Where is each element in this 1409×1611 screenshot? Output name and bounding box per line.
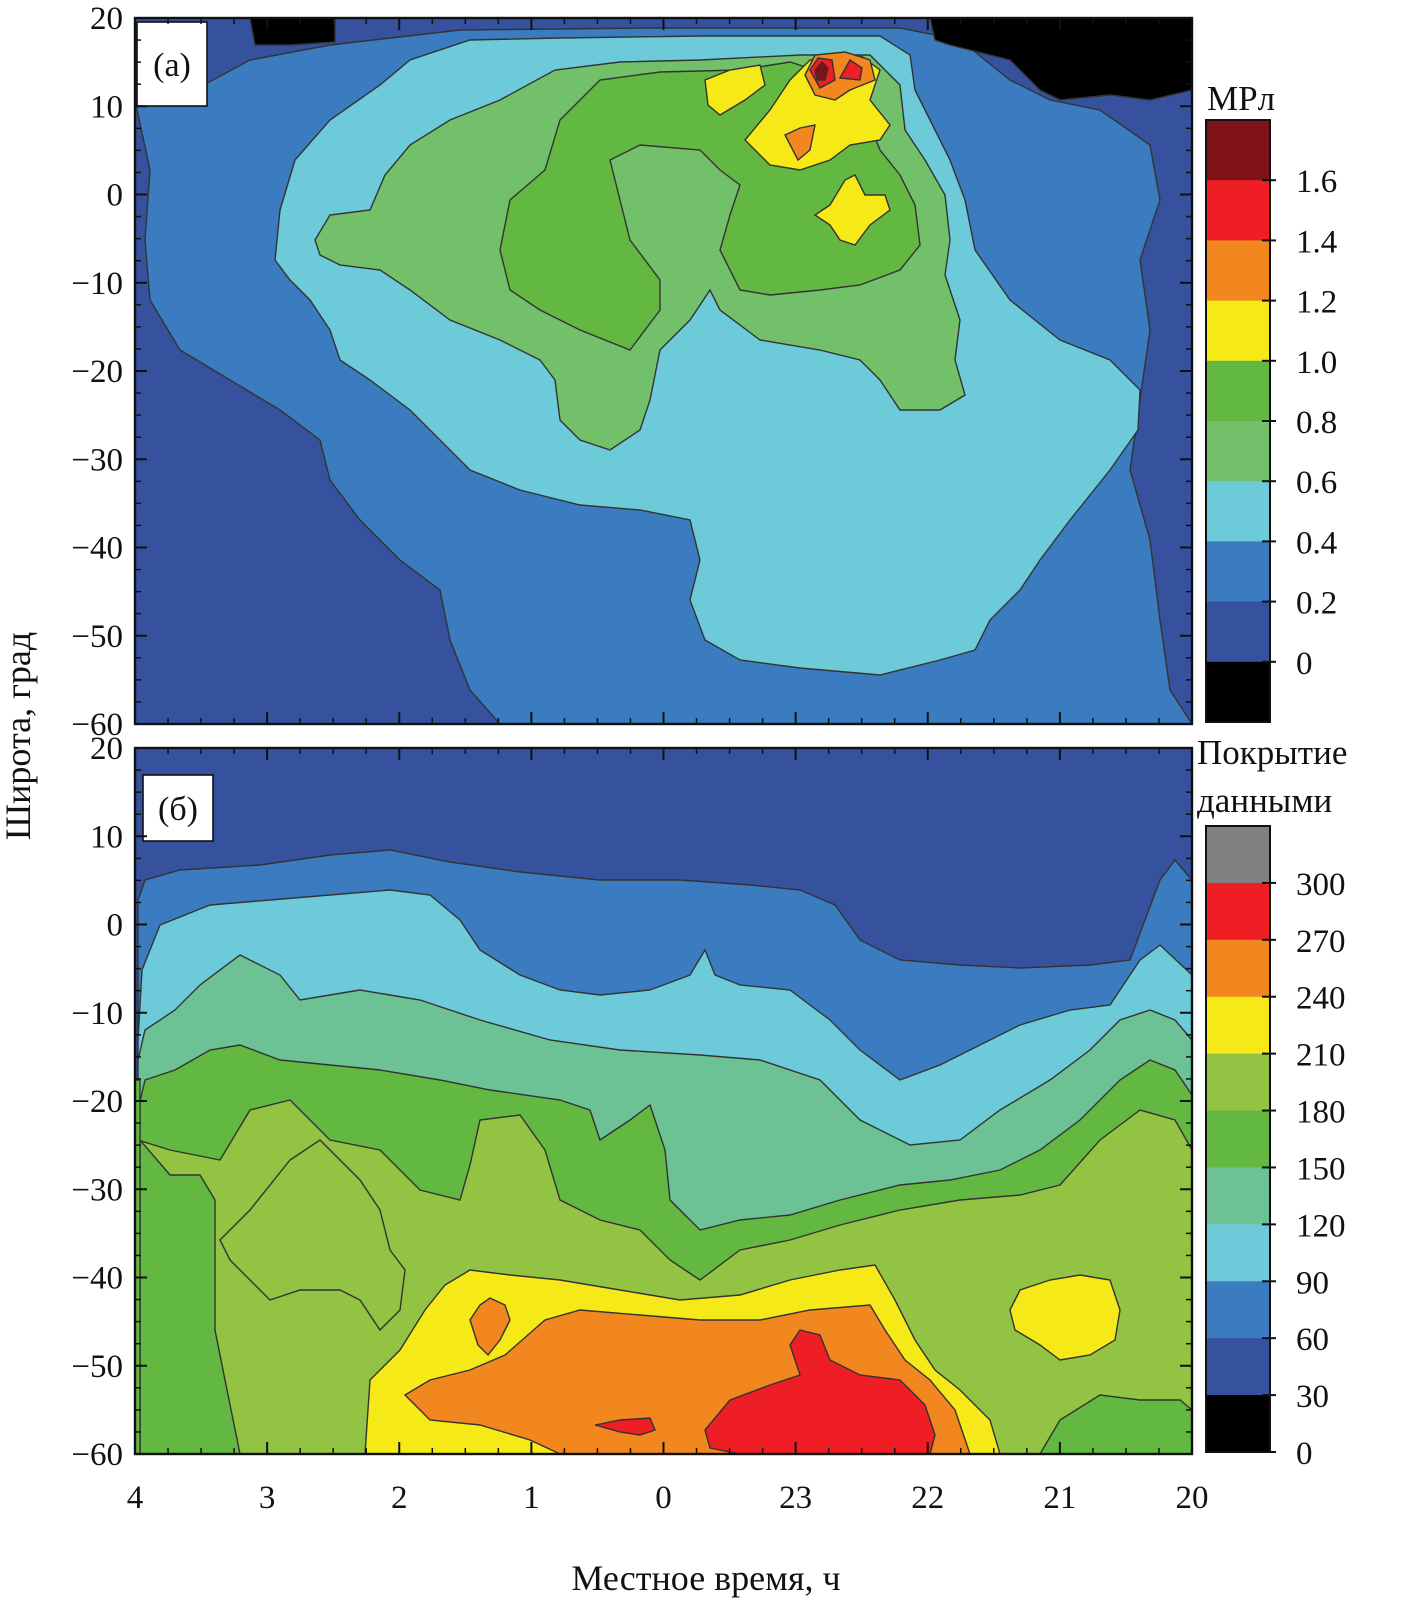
x-axis-title: Местное время, ч [571, 1558, 840, 1598]
y-tick-label: −50 [71, 1349, 123, 1385]
y-tick-label: 0 [107, 908, 124, 944]
panel-b-region-210-240-b [1009, 1274, 1121, 1361]
colorbar-b-title-line1: Покрытие [1197, 733, 1347, 772]
panel-b-region-270-300-b [594, 1417, 656, 1436]
colorbar-b-label: 60 [1296, 1322, 1329, 1358]
colorbar-b-label: 90 [1296, 1265, 1329, 1301]
colorbar-b-swatch [1206, 996, 1270, 1055]
x-tick-label: 4 [127, 1480, 144, 1516]
panel-b-region-180-210-c [219, 1139, 406, 1332]
colorbar-b-swatch [1206, 1110, 1270, 1168]
colorbar-b-title-line2: данными [1197, 781, 1332, 820]
y-tick-label: −60 [71, 1437, 123, 1473]
colorbar-b-label: 0 [1296, 1436, 1313, 1472]
panel-b-region-no-data-edge [135, 1079, 141, 1454]
x-tick-label: 2 [391, 1480, 408, 1516]
axes: 20100−10−20−30−40−50−6020100−10−20−30−40… [71, 1, 1208, 1516]
x-tick-label: 3 [259, 1480, 276, 1516]
colorbar-a-label: 0.6 [1296, 465, 1337, 501]
colorbar-b-swatch [1206, 1053, 1270, 1112]
x-tick-label: 1 [523, 1480, 540, 1516]
x-tick-label: 21 [1043, 1480, 1076, 1516]
colorbar-b-swatch [1206, 882, 1270, 941]
y-tick-label: −40 [71, 531, 123, 567]
panel-b-tag: (б) [142, 774, 214, 842]
panel-a-region-no-data [249, 18, 1192, 101]
y-tick-label: 10 [90, 89, 123, 125]
colorbar-b-label: 180 [1296, 1095, 1346, 1131]
colorbar-a-swatch [1206, 180, 1270, 241]
panel-a-tag: (а) [136, 21, 208, 107]
panel-a-region-12-14-b [784, 124, 816, 162]
colorbar-a-swatch [1206, 601, 1270, 663]
panel-a-region-10-12-b [704, 64, 766, 116]
y-tick-label: 20 [90, 1, 123, 37]
y-tick-label: 20 [90, 731, 123, 767]
panel-b-region-180-210-b [1039, 1394, 1192, 1454]
panel-a-region-16-plus [814, 60, 829, 81]
y-tick-label: −40 [71, 1261, 123, 1297]
colorbar-b-label: 210 [1296, 1038, 1346, 1074]
colorbar-b-swatch [1206, 1281, 1270, 1339]
colorbar-a-swatch [1206, 240, 1270, 302]
colorbar-b-swatch [1206, 1395, 1270, 1453]
colorbar-b-label: 120 [1296, 1208, 1346, 1244]
colorbar-a-label: 0.8 [1296, 405, 1337, 441]
colorbar-a-swatch [1206, 300, 1270, 362]
y-tick-label: −30 [71, 1172, 123, 1208]
colorbar-a-label: 0.4 [1296, 525, 1337, 561]
panel-b-region-240-270-b [469, 1297, 511, 1357]
x-tick-label: 20 [1176, 1480, 1209, 1516]
y-tick-label: 0 [107, 178, 124, 214]
colorbar-a: 1.6 1.4 1.2 1.0 0.8 0.6 0.4 0.2 0 [1205, 119, 1337, 723]
panel-a-region-14-16-b [838, 58, 863, 81]
colorbar-b-label: 270 [1296, 924, 1346, 960]
colorbar-a-label: 1.2 [1296, 285, 1337, 321]
colorbar-b-label: 150 [1296, 1151, 1346, 1187]
colorbar-a-swatch [1206, 481, 1270, 542]
y-tick-label: −20 [71, 1084, 123, 1120]
y-tick-label: −20 [71, 354, 123, 390]
panel-b-tag-text: (б) [158, 791, 198, 828]
colorbar-b-swatch [1206, 1167, 1270, 1225]
y-tick-label: −50 [71, 619, 123, 655]
colorbar-a-swatch [1206, 421, 1270, 482]
colorbar-a-label: 0 [1296, 646, 1313, 682]
y-axis-title: Широта, град [0, 632, 38, 840]
panel-a-region-10-12-c [813, 174, 891, 246]
colorbar-a-swatch [1206, 120, 1270, 181]
x-tick-label: 0 [655, 1480, 672, 1516]
colorbar-a-swatch [1206, 541, 1270, 603]
y-tick-label: −10 [71, 266, 123, 302]
colorbar-b-frame [1205, 825, 1271, 1453]
colorbar-b-swatch [1206, 1224, 1270, 1282]
colorbar-a-swatch [1206, 661, 1270, 723]
panel-a-plot [135, 18, 1192, 724]
panel-b-region-270-300 [704, 1329, 936, 1454]
panel-b-region-180-210 [139, 1138, 241, 1454]
colorbar-a-label: 1.4 [1296, 224, 1337, 260]
colorbar-b-label: 30 [1296, 1379, 1329, 1415]
colorbar-a-label: 1.0 [1296, 345, 1337, 381]
panel-b-plot [135, 748, 1192, 1454]
colorbar-a-label: 0.2 [1296, 586, 1337, 622]
colorbar-b-swatch [1206, 826, 1270, 884]
y-tick-label: −30 [71, 442, 123, 478]
colorbar-b-label: 240 [1296, 981, 1346, 1017]
x-tick-label: 23 [779, 1480, 812, 1516]
colorbar-b-label: 300 [1296, 867, 1346, 903]
colorbar-b-swatch [1206, 939, 1270, 998]
y-tick-label: 10 [90, 819, 123, 855]
y-tick-label: −10 [71, 996, 123, 1032]
colorbar-a-swatch [1206, 360, 1270, 422]
colorbar-a-label: 1.6 [1296, 164, 1337, 200]
panel-a-tag-text: (а) [153, 47, 191, 84]
x-tick-label: 22 [911, 1480, 944, 1516]
colorbar-b-swatch [1206, 1338, 1270, 1396]
colorbar-a-title: МРл [1207, 79, 1275, 118]
y-tick-label: −60 [71, 707, 123, 743]
